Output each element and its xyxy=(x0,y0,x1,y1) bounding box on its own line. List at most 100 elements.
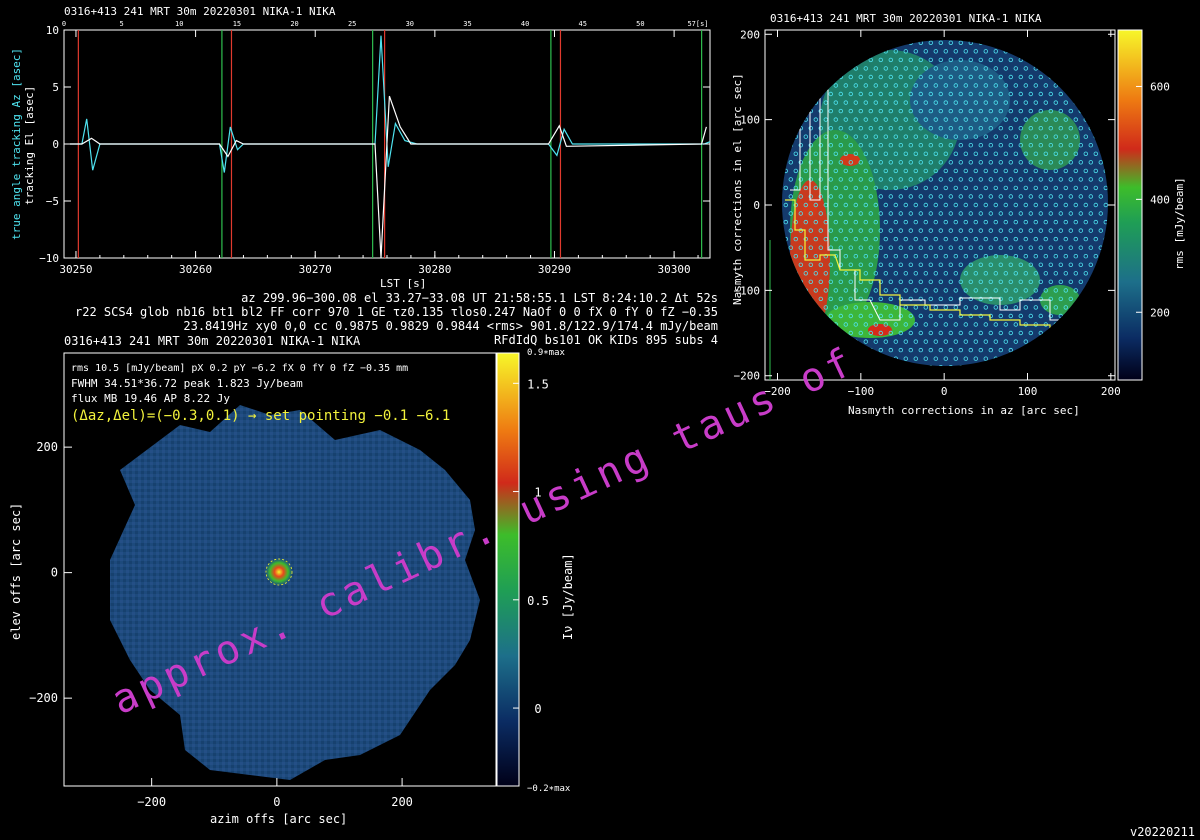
rms-grid-point xyxy=(1033,219,1038,225)
rms-grid-point xyxy=(1109,75,1113,79)
rms-grid-point xyxy=(928,74,933,80)
rms-grid-point xyxy=(853,219,858,225)
tracking-ytick-label: 5 xyxy=(52,81,59,94)
rms-grid-point xyxy=(1053,100,1058,105)
rms-grid-point xyxy=(1109,246,1113,250)
rms-grid-point xyxy=(1078,279,1083,284)
rms-grid-point xyxy=(898,347,903,353)
rms-grid-point xyxy=(948,228,953,233)
rms-grid-point xyxy=(848,194,853,199)
rms-grid-point xyxy=(1053,288,1058,293)
rms-grid-point xyxy=(988,279,993,284)
rms-grid-point xyxy=(878,262,883,267)
rms-grid-point xyxy=(974,33,978,37)
rms-grid-point xyxy=(833,117,838,122)
rms-grid-point xyxy=(813,83,818,88)
rms-grid-point xyxy=(1018,211,1023,216)
rms-grid-point xyxy=(903,219,908,225)
rms-grid-point xyxy=(1058,296,1063,302)
rms-grid-point xyxy=(943,66,948,71)
rms-grid-point xyxy=(1053,356,1058,361)
rms-grid-point xyxy=(1043,271,1048,276)
rms-grid-point xyxy=(923,66,928,71)
rms-grid-point xyxy=(898,211,903,216)
rms-grid-point xyxy=(933,356,938,361)
rms-grid-point xyxy=(958,125,963,131)
rms-grid-point xyxy=(1058,40,1063,45)
rms-grid-point xyxy=(1028,365,1033,366)
rms-grid-point xyxy=(1003,100,1008,105)
rms-grid-point xyxy=(1008,262,1013,267)
rms-grid-point xyxy=(1093,254,1098,259)
map-ylabel: elev offs [arc sec] xyxy=(9,503,23,640)
rms-grid-point xyxy=(1023,134,1028,139)
rms-grid-point xyxy=(1109,41,1113,45)
rms-grid-point xyxy=(943,219,948,225)
rms-grid-point xyxy=(1063,66,1068,71)
rms-grid-point xyxy=(843,236,848,242)
rms-grid-point xyxy=(818,296,823,302)
rms-grid-point xyxy=(823,288,828,293)
rms-grid-point xyxy=(1088,245,1093,250)
rms-grid-point xyxy=(863,151,868,156)
rms-grid-point xyxy=(1088,57,1093,63)
rms-grid-point xyxy=(1093,185,1098,191)
rms-grid-point xyxy=(843,83,848,88)
map-colorbar-ticks: 1.5 1 0.5 0 xyxy=(513,377,549,716)
map-frame xyxy=(63,352,497,787)
tracking-xtick-label: 30290 xyxy=(538,263,571,276)
rms-grid-point xyxy=(803,236,808,242)
rms-grid-point xyxy=(1073,254,1078,259)
rms-grid-point xyxy=(913,168,918,174)
rms-grid-point xyxy=(938,194,943,199)
rms-grid-point xyxy=(788,228,793,233)
rms-grid-point xyxy=(1018,108,1023,114)
rms-grid-point xyxy=(988,125,993,131)
rms-grid-point xyxy=(888,245,893,250)
rms-grid-point xyxy=(1013,151,1018,156)
rms-grid-point xyxy=(848,228,853,233)
rms-grid-point xyxy=(1048,296,1053,302)
rms-grid-point xyxy=(908,365,913,366)
rms-grid-point xyxy=(928,330,933,336)
rms-plot: 0316+413 241 MRT 30m 20220301 NIKA-1 NIK… xyxy=(731,12,1186,417)
rms-grid-point xyxy=(843,219,848,225)
rms-grid-point xyxy=(914,374,918,378)
rms-grid-point xyxy=(963,271,968,276)
rms-grid-point xyxy=(903,134,908,139)
rms-grid-point xyxy=(843,117,848,122)
rms-grid-point xyxy=(923,288,928,293)
rms-grid-point xyxy=(788,347,793,353)
map-xlabel: azim offs [arc sec] xyxy=(210,812,347,826)
rms-grid-point xyxy=(878,194,883,199)
rms-grid-point xyxy=(978,245,983,250)
rms-grid-point xyxy=(798,330,803,336)
rms-grid-point xyxy=(888,228,893,233)
rms-grid-point xyxy=(888,313,893,319)
rms-grid-point xyxy=(938,91,943,97)
rms-grid-point xyxy=(908,125,913,131)
rms-grid-point xyxy=(888,365,893,366)
rms-grid-point xyxy=(793,168,798,174)
rms-grid-point xyxy=(1003,219,1008,225)
rms-grid-point xyxy=(958,228,963,233)
rms-grid-point xyxy=(818,91,823,97)
rms-grid-point xyxy=(838,91,843,97)
rms-grid-point xyxy=(908,296,913,302)
rms-grid-point xyxy=(783,339,788,344)
rms-grid-point xyxy=(1073,100,1078,105)
rms-grid-point xyxy=(913,339,918,344)
rms-grid-point xyxy=(1103,83,1108,88)
info-line-3: 23.8419Hz xy0 0,0 cc 0.9875 0.9829 0.984… xyxy=(183,319,718,333)
map-ytick-label: 0 xyxy=(51,566,58,580)
rms-grid-point xyxy=(903,100,908,105)
rms-grid-point xyxy=(1003,236,1008,242)
rms-grid-point xyxy=(998,313,1003,319)
rms-grid-point xyxy=(873,117,878,122)
rms-grid-point xyxy=(978,91,983,97)
rms-grid-point xyxy=(893,117,898,122)
rms-grid-point xyxy=(998,347,1003,353)
rms-grid-point xyxy=(953,151,958,156)
rms-grid-point xyxy=(878,330,883,336)
rms-grid-point xyxy=(938,57,943,63)
